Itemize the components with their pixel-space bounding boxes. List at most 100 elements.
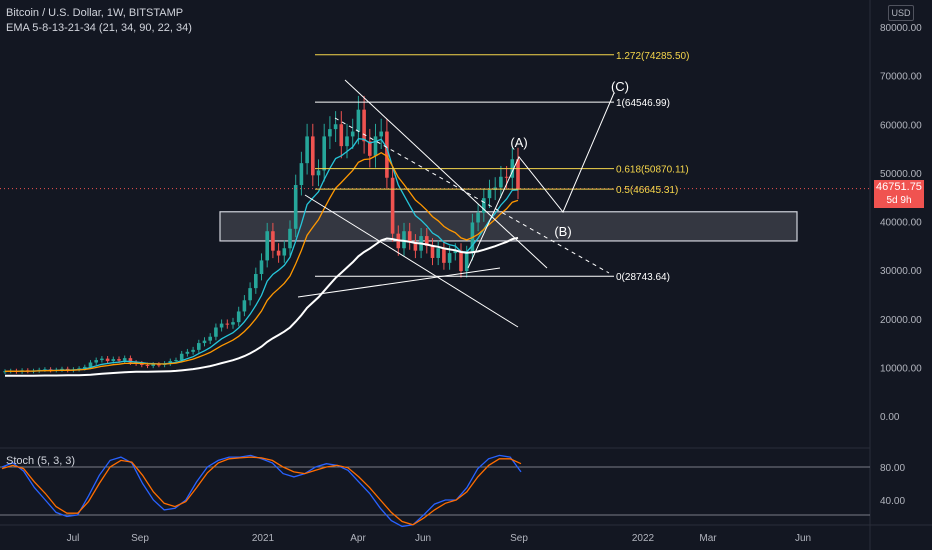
candle [442, 248, 446, 263]
candle [145, 364, 150, 366]
candle [447, 253, 452, 263]
candle [202, 340, 207, 344]
y-tick-label: 70000.00 [880, 72, 922, 83]
candle [487, 189, 492, 199]
ema-legend[interactable]: EMA 5-8-13-21-34 (21, 34, 90, 22, 34) [6, 22, 192, 34]
channel-line-upper [344, 79, 548, 269]
candle [322, 136, 326, 171]
fib-level-label: 0.618(50870.11) [616, 165, 689, 176]
candle [208, 336, 212, 341]
candle [350, 131, 355, 137]
candle [60, 368, 64, 370]
candle [128, 358, 133, 363]
last-price-value: 46751.75 [876, 181, 922, 193]
candle [368, 141, 372, 156]
candle [385, 131, 389, 178]
stoch-y-tick: 80.00 [880, 463, 905, 474]
candle [157, 364, 161, 366]
candle [151, 364, 155, 366]
y-tick-label: 0.00 [880, 412, 900, 423]
y-tick-label: 20000.00 [880, 315, 922, 326]
fib-level-label: 1.272(74285.50) [616, 51, 689, 62]
candle [282, 248, 287, 256]
fib-level-label: 0.5(46645.31) [616, 185, 678, 196]
wave-label-a: (A) [510, 135, 527, 150]
candle [3, 371, 7, 373]
stoch-k-line [1, 454, 522, 528]
candle [453, 250, 458, 254]
candle [214, 327, 218, 337]
candle [379, 131, 383, 137]
candle [345, 136, 349, 147]
candle [248, 288, 252, 301]
x-tick-label: Jul [67, 533, 80, 544]
candle [333, 124, 338, 130]
candle [373, 136, 378, 156]
x-tick-label: 2022 [632, 533, 655, 544]
channel-line-lower [304, 194, 519, 328]
candle [390, 177, 395, 234]
candle [259, 260, 264, 275]
candle [482, 198, 486, 213]
candle [185, 351, 190, 354]
y-tick-label: 30000.00 [880, 266, 922, 277]
wave-path [467, 92, 615, 269]
stoch-legend[interactable]: Stoch (5, 3, 3) [6, 455, 76, 467]
fib-level-label: 1(64546.99) [616, 98, 670, 109]
y-tick-label: 10000.00 [880, 363, 922, 374]
candle [197, 343, 201, 350]
candle [402, 231, 406, 249]
x-tick-label: Jun [795, 533, 811, 544]
candle [174, 360, 178, 362]
wave-label-c: (C) [611, 79, 629, 94]
x-tick-label: Sep [131, 533, 149, 544]
candle [117, 359, 121, 361]
y-tick-label: 60000.00 [880, 120, 922, 131]
x-tick-label: Mar [699, 533, 717, 544]
candle [293, 185, 298, 229]
candle [464, 253, 469, 272]
symbol-title[interactable]: Bitcoin / U.S. Dollar, 1W, BITSTAMP [6, 7, 184, 19]
bar-countdown: 5d 9h [886, 195, 912, 206]
candle [476, 212, 480, 223]
candle [504, 176, 509, 178]
candle [430, 245, 435, 258]
stoch-y-tick: 40.00 [880, 496, 905, 507]
candle [516, 159, 520, 189]
candle [191, 349, 195, 352]
last-price-tag: 46751.75 5d 9h [874, 180, 924, 208]
candle [83, 366, 87, 369]
candle [311, 136, 315, 176]
wave-label-b: (B) [554, 224, 571, 239]
x-tick-label: Apr [350, 533, 366, 544]
fib-level-label: 0(28743.64) [616, 272, 670, 283]
candle [179, 353, 184, 361]
y-tick-label: 50000.00 [880, 169, 922, 180]
candle [219, 323, 224, 328]
candle [140, 363, 144, 365]
support-zone [219, 211, 798, 242]
candle [362, 109, 366, 142]
candle [407, 231, 412, 242]
candle [316, 170, 321, 176]
candle [231, 322, 235, 325]
candle [499, 176, 503, 188]
channel-line-base [297, 267, 501, 298]
candle [168, 361, 173, 364]
x-tick-label: 2021 [252, 533, 275, 544]
candle [288, 228, 292, 249]
ema-teal-line [4, 138, 519, 372]
chart-header: Bitcoin / U.S. Dollar, 1W, BITSTAMP EMA … [6, 6, 192, 36]
currency-button[interactable]: USD [888, 5, 914, 21]
candle [339, 124, 344, 147]
candle [236, 311, 241, 323]
x-tick-label: Jun [415, 533, 431, 544]
ema-orange-line [4, 151, 519, 372]
candle [111, 359, 116, 362]
candle [276, 250, 281, 256]
candle [225, 323, 230, 325]
candle [328, 129, 332, 137]
x-tick-label: Sep [510, 533, 528, 544]
